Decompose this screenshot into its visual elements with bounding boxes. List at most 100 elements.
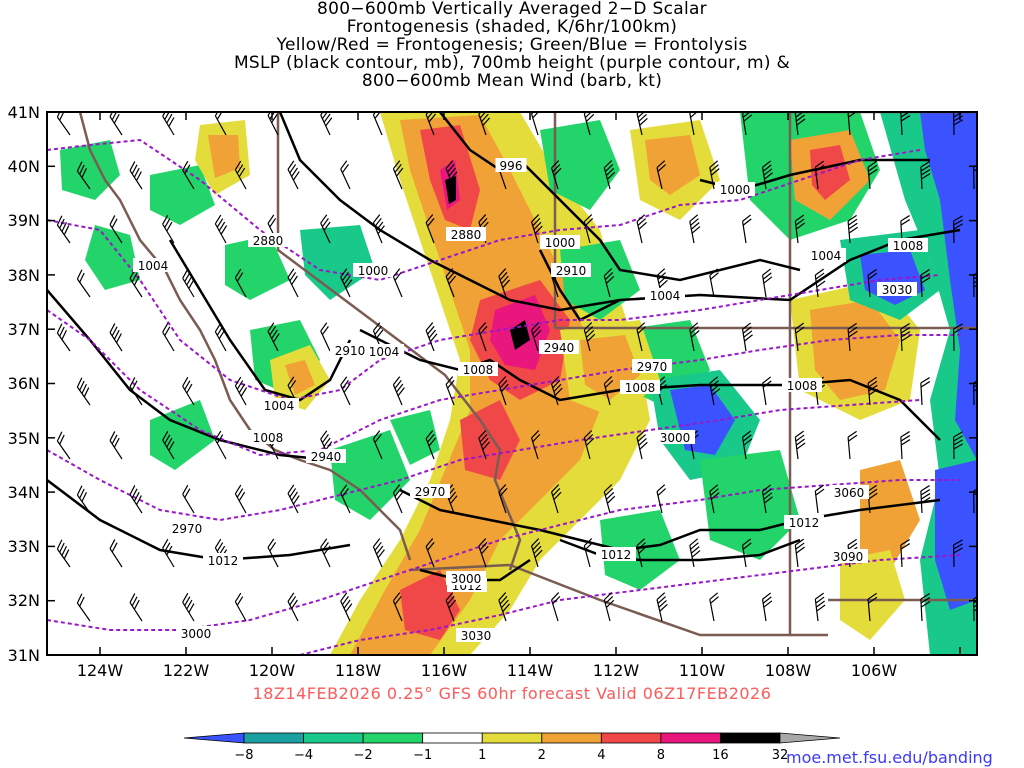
- contour-label-bg: [806, 248, 846, 262]
- wind-barb: [425, 214, 435, 244]
- colorbar-tick-label: −2: [354, 748, 373, 763]
- contour-label-bg: [353, 263, 393, 277]
- wind-barb: [709, 592, 719, 622]
- title-line: Frontogenesis (shaded, K/6hr/100km): [346, 17, 678, 37]
- lon-axis: 124W 122W 120W 118W 116W 114W 112W 110W …: [77, 661, 898, 680]
- colorbar-segment: [600, 732, 662, 744]
- wind-barb: [56, 215, 71, 244]
- frontolysis-area: [920, 112, 977, 460]
- wind-barb: [214, 214, 228, 244]
- contour-label-bg: [495, 158, 527, 172]
- frontogenesis-area: [840, 550, 905, 640]
- wind-barb: [636, 322, 646, 352]
- wind-barb: [340, 160, 351, 190]
- lon-label: 114W: [507, 661, 554, 680]
- wind-barb: [498, 268, 511, 298]
- lat-label: 36N: [8, 374, 40, 393]
- wind-barb: [953, 323, 963, 352]
- california-border: [276, 112, 522, 571]
- colorbar-arrow-low: [183, 732, 245, 744]
- contour-label-bg: [248, 430, 288, 444]
- lon-label: 108W: [765, 661, 812, 680]
- frontogenesis-area: [810, 300, 900, 400]
- wind-barb: [814, 592, 826, 622]
- wind-barb: [583, 538, 594, 568]
- contour-label-bg: [167, 521, 207, 535]
- wind-barb: [867, 592, 878, 622]
- frontogenesis-area: [285, 360, 315, 395]
- wind-barb: [214, 112, 227, 136]
- lon-label: 124W: [77, 661, 124, 680]
- wind-barb: [603, 376, 614, 406]
- wind-barb: [182, 268, 195, 298]
- wind-barb: [478, 538, 489, 568]
- colorbar-tick-label: −1: [413, 748, 432, 763]
- contour-label-bg: [620, 380, 660, 394]
- wind-barb: [267, 322, 280, 352]
- contour-label-bg: [259, 398, 299, 412]
- wind-barb: [709, 160, 720, 190]
- mslp-contour: [168, 239, 352, 402]
- frontogenesis-shading: [47, 112, 977, 655]
- wind-barb: [709, 484, 720, 514]
- title-line: 800−600mb Mean Wind (barb, kt): [361, 71, 663, 91]
- wind-barb: [234, 484, 247, 514]
- wind-barb: [392, 484, 404, 514]
- wind-barb: [920, 485, 931, 514]
- contour-label: 2940: [311, 450, 342, 464]
- frontolysis-area: [225, 235, 290, 300]
- contour-label-bg: [829, 485, 869, 499]
- contour-label-bg: [715, 182, 755, 196]
- contour-label-bg: [458, 362, 498, 376]
- lon-label: 122W: [163, 661, 210, 680]
- wind-barb: [320, 322, 331, 352]
- title-line: MSLP (black contour, mb), 700mb height (…: [233, 53, 791, 73]
- contour-label: 1004: [264, 399, 295, 413]
- wind-barb: [656, 592, 668, 622]
- wind-barb: [867, 376, 878, 406]
- wind-barb: [741, 538, 752, 568]
- contour-label-bg: [248, 233, 288, 247]
- height-contour: [299, 554, 961, 655]
- wind-barb: [392, 268, 403, 298]
- title-line: Yellow/Red = Frontogenesis; Green/Blue =…: [276, 35, 748, 55]
- frontogenesis-area: [208, 135, 240, 178]
- wind-barb: [761, 268, 773, 298]
- credit-link[interactable]: moe.met.fsu.edu/banding: [786, 748, 993, 767]
- contour-label: 1000: [358, 264, 389, 278]
- contour-label-bg: [655, 430, 695, 444]
- wind-barb: [603, 484, 616, 514]
- wind-barb: [709, 376, 721, 406]
- wind-barb: [741, 322, 753, 352]
- wind-barb: [320, 214, 331, 244]
- wind-barb: [182, 592, 195, 622]
- contour-label: 1004: [138, 259, 169, 273]
- wind-barb: [814, 160, 825, 190]
- wind-barb: [814, 268, 826, 298]
- lat-label: 39N: [8, 211, 40, 230]
- wind-barb: [76, 161, 91, 190]
- wind-barb: [498, 484, 508, 514]
- wind-barb: [129, 485, 143, 514]
- wind-barb: [129, 161, 143, 190]
- contour-label: 1008: [787, 379, 818, 393]
- wind-barb: [234, 268, 247, 298]
- wind-barb: [445, 268, 457, 298]
- frontolysis-area: [330, 430, 410, 520]
- lat-label: 34N: [8, 483, 40, 502]
- wind-barb: [425, 430, 437, 460]
- wind-barb: [530, 430, 541, 460]
- frontolysis-area: [540, 120, 620, 210]
- wind-barb: [603, 592, 615, 622]
- geographic-borders: [78, 112, 977, 637]
- contour-label-bg: [877, 282, 917, 296]
- wind-barb: [973, 485, 977, 514]
- mslp-contour: [47, 479, 351, 562]
- wind-barb: [953, 539, 963, 568]
- wind-barb: [425, 322, 438, 352]
- wind-barb: [340, 484, 351, 514]
- wind-barb: [741, 430, 753, 460]
- wind-barb: [214, 430, 227, 460]
- wind-barb: [129, 377, 143, 406]
- wind-barb: [920, 269, 931, 298]
